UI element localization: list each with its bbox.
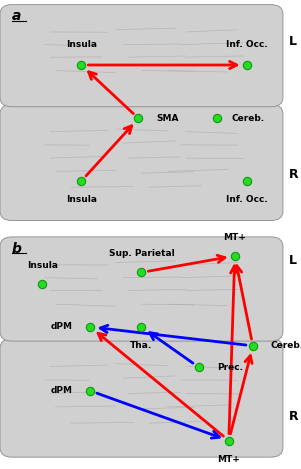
FancyBboxPatch shape bbox=[0, 237, 283, 341]
Text: SMA: SMA bbox=[157, 114, 179, 123]
Text: Cereb.: Cereb. bbox=[232, 114, 265, 123]
Text: dPM: dPM bbox=[50, 386, 72, 395]
Text: Insula: Insula bbox=[27, 261, 57, 270]
Text: L: L bbox=[289, 35, 297, 48]
Text: a: a bbox=[12, 9, 21, 23]
Text: Sup. Parietal: Sup. Parietal bbox=[109, 249, 174, 258]
Text: Insula: Insula bbox=[66, 40, 97, 49]
Text: b: b bbox=[12, 242, 22, 256]
Text: dPM: dPM bbox=[50, 322, 72, 332]
Text: Inf. Occ.: Inf. Occ. bbox=[226, 195, 268, 204]
Text: Cereb.: Cereb. bbox=[271, 341, 301, 350]
FancyBboxPatch shape bbox=[0, 5, 283, 107]
Text: MT+: MT+ bbox=[217, 455, 240, 464]
Text: Insula: Insula bbox=[66, 195, 97, 204]
Text: R: R bbox=[289, 410, 299, 424]
FancyBboxPatch shape bbox=[0, 105, 283, 220]
Text: Inf. Occ.: Inf. Occ. bbox=[226, 40, 268, 49]
Text: MT+: MT+ bbox=[223, 233, 246, 242]
Text: R: R bbox=[289, 167, 299, 181]
FancyBboxPatch shape bbox=[0, 339, 283, 457]
Text: Tha.: Tha. bbox=[130, 341, 153, 350]
Text: Prec.: Prec. bbox=[217, 363, 243, 371]
Text: L: L bbox=[289, 254, 297, 267]
